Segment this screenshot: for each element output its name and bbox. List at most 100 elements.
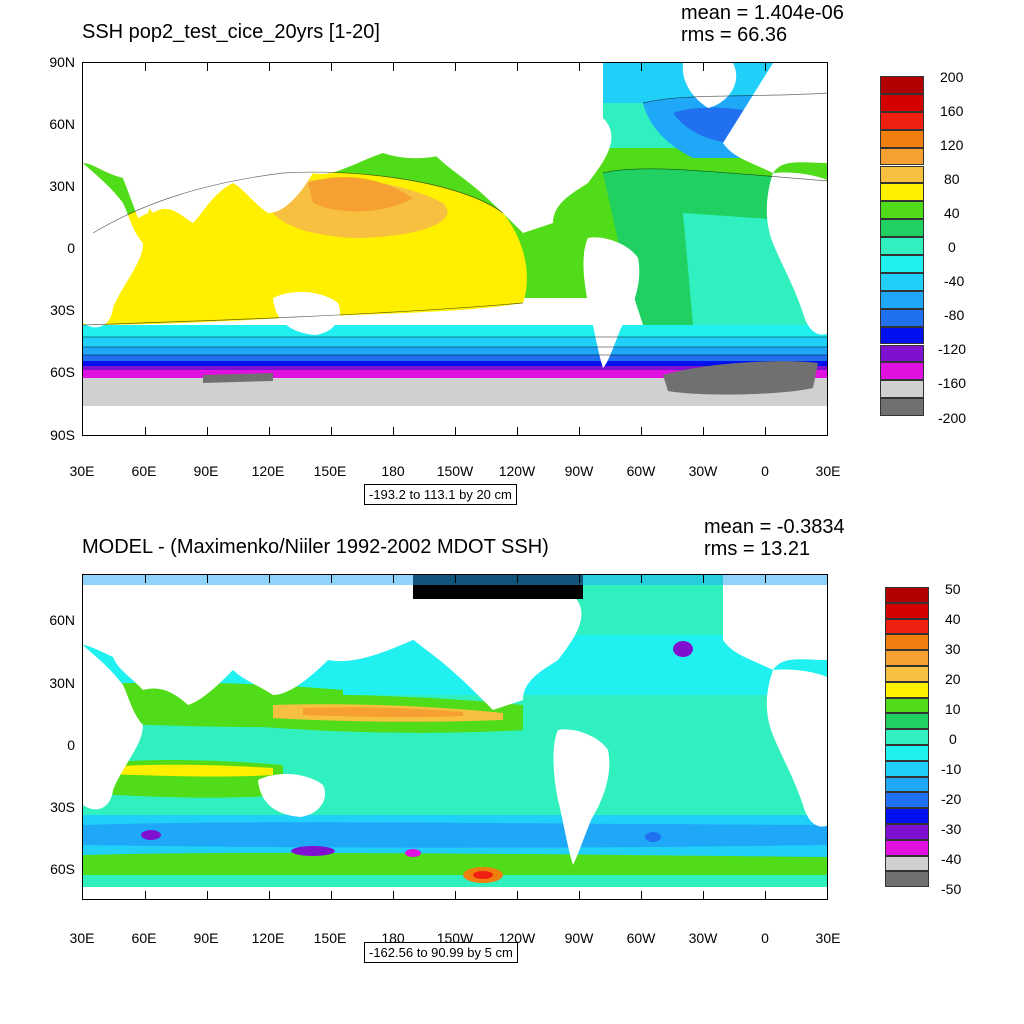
colorbar-swatch (880, 183, 924, 202)
x-tick-mark (145, 575, 146, 583)
y-tick-label: 0 (67, 240, 75, 256)
x-tick-mark (393, 575, 394, 583)
x-tick-label: 180 (381, 463, 405, 479)
contour-range-label: -162.56 to 90.99 by 5 cm (364, 942, 518, 963)
legend-label: 0 (949, 731, 957, 747)
stats-block: mean = 1.404e-06 rms = 66.36 (681, 2, 844, 46)
x-tick-mark (765, 891, 766, 899)
colorbar-swatch (885, 666, 929, 682)
colorbar-swatch (885, 602, 929, 619)
x-tick-mark (331, 891, 332, 899)
x-tick-label: 150W (436, 463, 474, 479)
legend-label: -30 (941, 821, 962, 837)
y-tick-label: 60S (50, 861, 75, 877)
x-tick-label: 30E (815, 930, 841, 946)
colorbar-swatch (885, 650, 929, 666)
colorbar-swatch (885, 808, 929, 824)
colorbar-swatch (880, 326, 924, 345)
difference-map (83, 575, 827, 899)
legend-label: -120 (938, 341, 967, 357)
x-tick-label: 120E (251, 930, 285, 946)
x-tick-label: 120E (251, 463, 285, 479)
contour-range-label: -193.2 to 113.1 by 20 cm (364, 484, 517, 505)
stats-block: mean = -0.3834 rms = 13.21 (704, 516, 845, 560)
x-tick-label: 90E (193, 463, 219, 479)
y-tick-label: 30N (49, 178, 75, 194)
x-tick-mark (145, 63, 146, 71)
legend-label: 80 (944, 171, 960, 187)
x-tick-label: 150E (313, 463, 347, 479)
map-plot (82, 62, 828, 436)
y-tick-label: 30S (50, 302, 75, 318)
x-tick-mark (455, 575, 456, 583)
legend-label: -200 (938, 410, 967, 426)
x-tick-mark (641, 427, 642, 435)
colorbar-swatch (885, 729, 929, 745)
x-tick-mark (269, 575, 270, 583)
x-tick-mark (207, 891, 208, 899)
x-tick-label: 0 (761, 930, 769, 946)
bottom-panel: MODEL - (Maximenko/Niiler 1992-2002 MDOT… (0, 510, 1024, 1024)
x-tick-mark (641, 891, 642, 899)
x-tick-mark (331, 575, 332, 583)
colorbar-swatch (880, 290, 924, 309)
plot-title: SSH pop2_test_cice_20yrs [1-20] (82, 21, 380, 43)
x-tick-label: 30E (815, 463, 841, 479)
legend-label: -40 (941, 851, 962, 867)
colorbar-swatch (885, 871, 929, 888)
x-tick-label: 0 (761, 463, 769, 479)
x-tick-label: 120W (498, 930, 536, 946)
x-tick-mark (703, 63, 704, 71)
legend-label: -80 (944, 307, 965, 323)
colorbar-swatch (885, 634, 929, 651)
colorbar-swatch (885, 792, 929, 809)
legend-label: 40 (944, 205, 960, 221)
colorbar-swatch (885, 618, 929, 635)
colorbar-swatch (880, 272, 924, 291)
y-tick-label: 60N (49, 612, 75, 628)
x-tick-mark (455, 427, 456, 435)
map-plot (82, 574, 828, 900)
legend-label: 0 (948, 239, 956, 255)
x-tick-mark (145, 891, 146, 899)
colorbar-swatch (880, 165, 924, 184)
legend-label: -20 (941, 791, 962, 807)
colorbar-swatch (880, 111, 924, 130)
y-tick-label: 30N (49, 675, 75, 691)
x-tick-label: 60E (131, 930, 157, 946)
y-tick-label: 90N (49, 54, 75, 70)
plot-title: MODEL - (Maximenko/Niiler 1992-2002 MDOT… (82, 536, 549, 558)
x-tick-mark (393, 63, 394, 71)
x-tick-mark (579, 891, 580, 899)
x-tick-mark (765, 63, 766, 71)
legend-label: 30 (945, 641, 961, 657)
colorbar-swatch (885, 839, 929, 856)
legend-label: 50 (945, 581, 961, 597)
colorbar-swatch (880, 201, 924, 220)
colorbar-swatch (880, 219, 924, 238)
colorbar-swatch (885, 824, 929, 840)
colorbar-swatch (885, 776, 929, 793)
colorbar-swatch (880, 147, 924, 166)
x-tick-mark (703, 427, 704, 435)
legend-label: -10 (941, 761, 962, 777)
x-tick-label: 90E (193, 930, 219, 946)
x-tick-mark (269, 63, 270, 71)
x-tick-mark (641, 63, 642, 71)
legend-label: 10 (945, 701, 961, 717)
x-tick-mark (517, 63, 518, 71)
x-tick-label: 30W (688, 930, 718, 946)
y-tick-label: 90S (50, 427, 75, 443)
x-tick-label: 30W (688, 463, 718, 479)
mean-value: mean = 1.404e-06 (681, 2, 844, 24)
x-tick-label: 30E (69, 930, 95, 946)
colorbar-swatch (885, 697, 929, 714)
x-tick-mark (269, 891, 270, 899)
x-tick-mark (331, 427, 332, 435)
legend-label: -40 (944, 273, 965, 289)
y-tick-label: 30S (50, 799, 75, 815)
x-tick-mark (393, 891, 394, 899)
x-tick-label: 120W (498, 463, 536, 479)
mean-value: mean = -0.3834 (704, 516, 845, 538)
x-tick-mark (579, 575, 580, 583)
